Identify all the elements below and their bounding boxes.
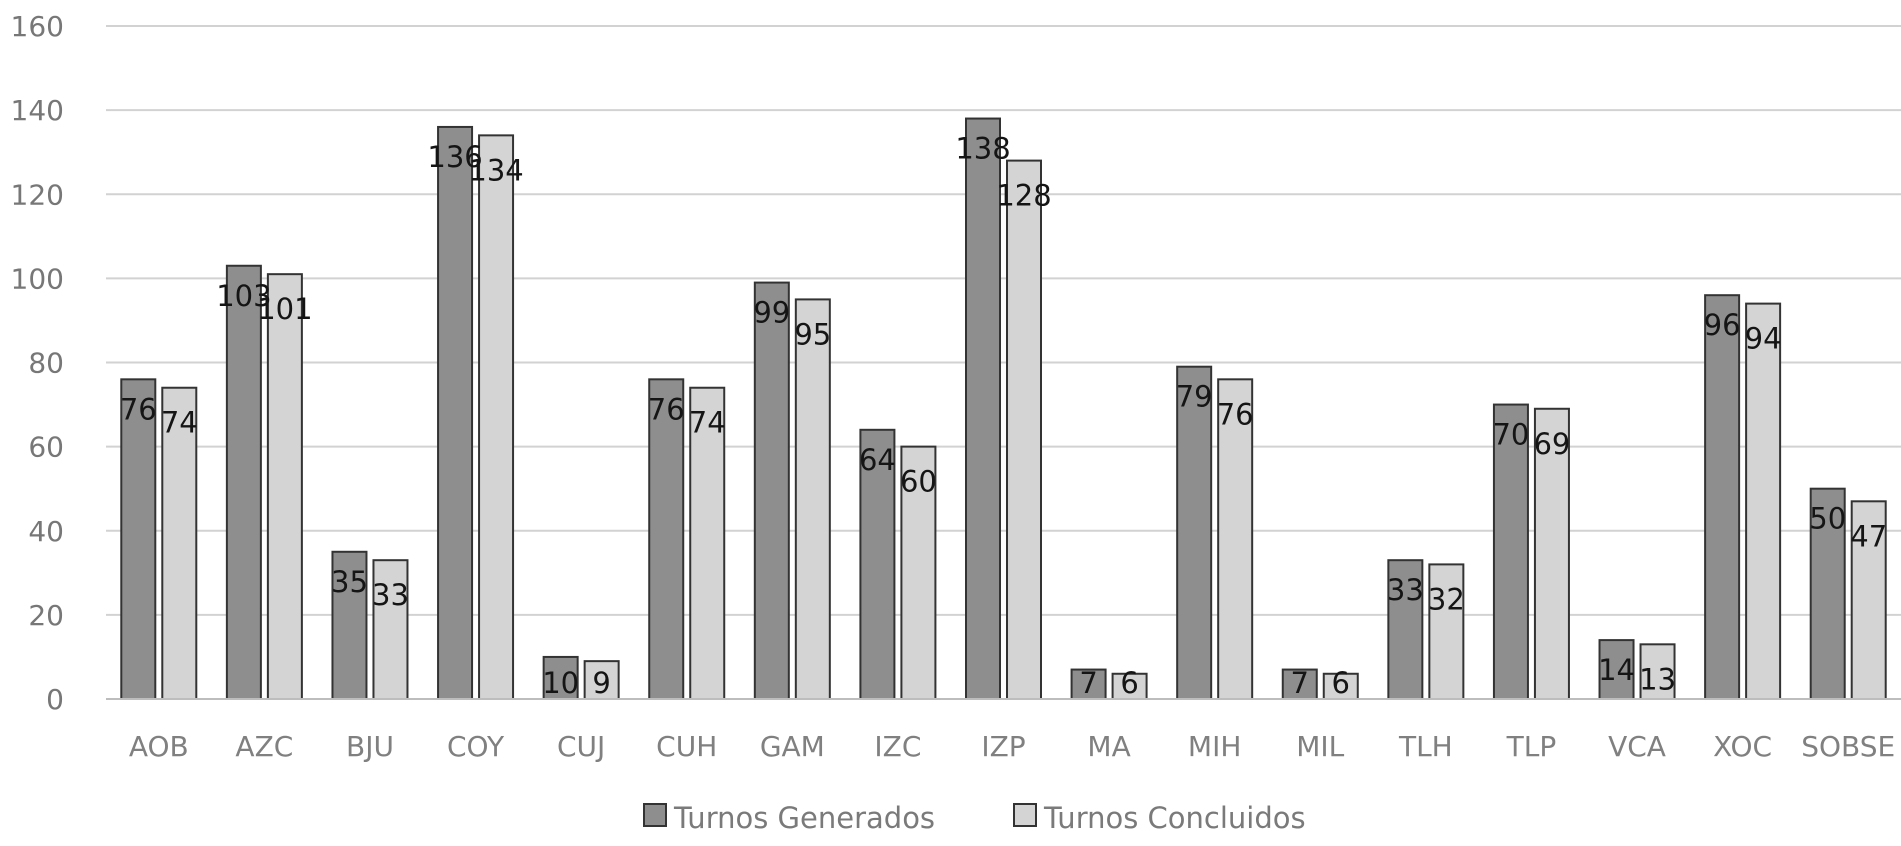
- bar-generados-mih: [1176, 365, 1213, 700]
- data-label-concluidos-sobse: 47: [1850, 519, 1887, 553]
- bar-concluidos-bju: [372, 559, 409, 700]
- x-tick-label-coy: COY: [447, 730, 505, 763]
- data-label-generados-coy: 136: [427, 140, 482, 174]
- data-label-generados-gam: 99: [753, 296, 790, 330]
- data-label-concluidos-izc: 60: [900, 465, 937, 499]
- data-label-concluidos-cuh: 74: [689, 406, 726, 440]
- x-tick-label-vca: VCA: [1608, 730, 1666, 763]
- y-tick-label-100: 100: [11, 262, 64, 295]
- x-tick-label-izp: IZP: [981, 730, 1025, 763]
- bar-generados-coy: [437, 125, 474, 700]
- y-axis-ticks: 0 20 40 60 80 100 120 140 160: [11, 10, 64, 716]
- bar-concluidos-izp: [1006, 159, 1042, 701]
- y-tick-label-60: 60: [28, 431, 64, 464]
- data-label-concluidos-gam: 95: [794, 317, 831, 351]
- legend-label-turnos-concluidos: Turnos Concluidos: [1043, 801, 1306, 835]
- bar-concluidos-gam: [794, 298, 831, 700]
- x-tick-label-cuj: CUJ: [557, 730, 605, 763]
- data-label-generados-vca: 14: [1598, 653, 1635, 687]
- bar-generados-sobse: [1809, 487, 1846, 700]
- data-label-concluidos-coy: 134: [468, 153, 523, 187]
- data-label-generados-izc: 64: [859, 443, 896, 477]
- bar-generados-ma: [1070, 668, 1107, 701]
- data-label-generados-sobse: 50: [1809, 502, 1846, 536]
- y-tick-label-160: 160: [11, 10, 64, 43]
- data-label-concluidos-izp: 128: [996, 179, 1051, 213]
- x-tick-label-tlp: TLP: [1506, 730, 1557, 763]
- x-tick-label-azc: AZC: [235, 730, 293, 763]
- bar-generados-tlh: [1387, 559, 1424, 700]
- data-label-concluidos-ma: 6: [1120, 666, 1138, 700]
- data-label-concluidos-xoc: 94: [1745, 322, 1782, 356]
- data-label-generados-mil: 7: [1291, 666, 1309, 700]
- bar-concluidos-sobse: [1850, 500, 1887, 700]
- x-tick-label-aob: AOB: [129, 730, 189, 763]
- data-label-concluidos-tlh: 32: [1428, 582, 1465, 616]
- x-tick-label-bju: BJU: [346, 730, 394, 763]
- bar-generados-izc: [859, 428, 896, 700]
- data-label-generados-bju: 35: [331, 565, 368, 599]
- legend-swatch-turnos-concluidos: [1013, 803, 1037, 827]
- x-tick-label-mih: MIH: [1188, 730, 1241, 763]
- data-label-generados-azc: 103: [216, 279, 271, 313]
- legend: Turnos Generados Turnos Concluidos: [643, 801, 1306, 835]
- bar-concluidos-coy: [478, 134, 515, 701]
- data-label-concluidos-aob: 74: [161, 406, 198, 440]
- data-label-concluidos-azc: 101: [257, 292, 312, 326]
- x-tick-label-gam: GAM: [760, 730, 825, 763]
- y-tick-label-40: 40: [28, 515, 64, 548]
- legend-label-turnos-generados: Turnos Generados: [673, 801, 935, 835]
- y-tick-label-80: 80: [28, 347, 64, 380]
- data-label-generados-xoc: 96: [1704, 308, 1741, 342]
- data-label-generados-tlp: 70: [1492, 418, 1529, 452]
- x-tick-label-sobse: SOBSE: [1801, 730, 1895, 763]
- bar-concluidos-xoc: [1745, 302, 1782, 700]
- bar-generados-cuh: [648, 378, 685, 700]
- data-label-concluidos-vca: 13: [1639, 662, 1676, 696]
- data-label-concluidos-bju: 33: [372, 578, 409, 612]
- y-tick-label-140: 140: [11, 94, 64, 127]
- data-label-generados-cuj: 10: [542, 666, 579, 700]
- y-tick-label-0: 0: [46, 683, 64, 716]
- bar-generados-azc: [225, 264, 262, 700]
- bar-concluidos-cuj: [583, 660, 620, 700]
- data-label-generados-ma: 7: [1079, 666, 1097, 700]
- data-label-concluidos-mih: 76: [1217, 397, 1254, 431]
- bar-generados-izp: [965, 117, 1001, 701]
- x-tick-label-cuh: CUH: [656, 730, 717, 763]
- data-label-concluidos-mil: 6: [1332, 666, 1350, 700]
- data-label-generados-izp: 138: [955, 132, 1010, 166]
- data-label-concluidos-tlp: 69: [1533, 427, 1570, 461]
- data-label-generados-cuh: 76: [648, 392, 685, 426]
- x-axis-ticks: AOB AZC BJU COY CUJ CUH GAM IZC IZP MA MIH MIL TLH TL…: [129, 730, 1895, 763]
- data-label-generados-aob: 76: [120, 392, 157, 426]
- y-tick-label-20: 20: [28, 599, 64, 632]
- data-label-generados-tlh: 33: [1387, 573, 1424, 607]
- bar-concluidos-ma: [1111, 672, 1148, 701]
- x-tick-label-tlh: TLH: [1398, 730, 1453, 763]
- bar-concluidos-tlh: [1428, 563, 1465, 701]
- legend-swatch-turnos-generados: [643, 803, 667, 827]
- bar-generados-tlp: [1492, 403, 1529, 700]
- bar-concluidos-azc: [266, 273, 303, 700]
- bar-generados-vca: [1598, 639, 1635, 700]
- x-tick-label-mil: MIL: [1296, 730, 1344, 763]
- data-label-generados-mih: 79: [1176, 380, 1213, 414]
- data-label-concluidos-cuj: 9: [592, 666, 610, 700]
- x-tick-label-ma: MA: [1087, 730, 1130, 763]
- bar-generados-xoc: [1704, 294, 1741, 700]
- y-tick-label-120: 120: [11, 178, 64, 211]
- bar-generados-gam: [753, 281, 790, 700]
- x-tick-label-xoc: XOC: [1713, 730, 1772, 763]
- gridlines: [106, 25, 1901, 616]
- x-tick-label-izc: IZC: [874, 730, 921, 763]
- bar-generados-aob: [120, 378, 157, 700]
